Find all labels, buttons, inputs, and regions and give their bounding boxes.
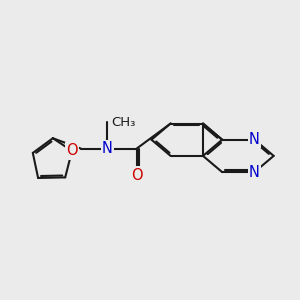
- Text: N: N: [102, 141, 113, 156]
- Text: O: O: [131, 167, 142, 182]
- Text: N: N: [249, 132, 260, 147]
- Text: O: O: [66, 143, 78, 158]
- Text: N: N: [249, 165, 260, 180]
- Text: CH₃: CH₃: [111, 116, 136, 128]
